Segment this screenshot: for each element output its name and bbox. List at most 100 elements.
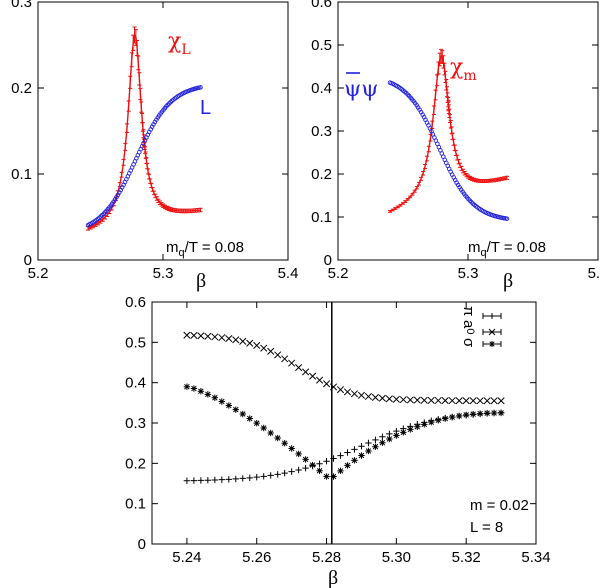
series-L xyxy=(85,85,203,228)
data-point xyxy=(351,446,358,453)
data-point xyxy=(124,123,129,133)
y-tick-label: 0 xyxy=(24,252,32,269)
data-point xyxy=(316,460,323,467)
data-point xyxy=(218,334,226,342)
y-tick-label: 0.2 xyxy=(125,455,146,472)
data-point xyxy=(371,393,379,402)
data-point xyxy=(121,158,126,166)
data-point xyxy=(343,388,352,396)
data-point xyxy=(225,335,233,343)
series-χm xyxy=(388,48,509,213)
series-ψψ xyxy=(387,80,510,221)
x-tick-label: 5.24 xyxy=(172,549,201,566)
data-point xyxy=(426,145,431,153)
data-point xyxy=(119,171,124,178)
data-point xyxy=(462,397,470,405)
data-point xyxy=(364,392,372,401)
series-line xyxy=(389,54,508,213)
data-point xyxy=(427,396,435,404)
data-point xyxy=(442,415,449,422)
x-tick-label: 5.26 xyxy=(242,549,271,566)
data-point xyxy=(253,341,261,349)
data-point xyxy=(183,383,191,390)
data-point xyxy=(421,421,428,428)
data-point xyxy=(504,216,510,221)
data-point xyxy=(274,471,281,478)
data-point xyxy=(197,332,205,340)
data-point xyxy=(197,388,205,395)
data-point xyxy=(218,398,226,405)
data-point xyxy=(239,410,246,418)
data-point xyxy=(433,89,438,101)
data-point xyxy=(232,475,239,483)
data-point xyxy=(253,473,260,481)
data-point xyxy=(350,390,359,398)
data-point xyxy=(469,410,477,418)
x-axis-label: β xyxy=(503,270,513,292)
data-point xyxy=(140,112,145,124)
data-point xyxy=(123,142,128,151)
y-tick-label: 0.3 xyxy=(125,415,146,432)
data-point xyxy=(246,339,254,347)
data-point xyxy=(379,433,386,440)
y-tick-label: 0 xyxy=(138,536,146,553)
data-point xyxy=(483,397,491,405)
data-point xyxy=(183,331,191,339)
data-point xyxy=(448,114,453,123)
y-tick-label: 0.3 xyxy=(311,123,332,140)
data-point xyxy=(309,372,317,380)
data-point xyxy=(129,52,134,68)
data-point xyxy=(497,409,505,417)
data-point xyxy=(204,391,212,398)
data-point xyxy=(260,424,267,432)
data-point xyxy=(322,380,331,388)
data-point xyxy=(316,467,323,474)
data-point xyxy=(281,440,288,447)
data-point xyxy=(337,452,344,459)
data-point xyxy=(239,475,246,482)
data-point xyxy=(148,178,153,184)
annotation-mass: m = 0.02 xyxy=(470,497,529,514)
data-point xyxy=(420,396,428,404)
data-point xyxy=(378,394,386,402)
data-point xyxy=(128,75,133,89)
data-point xyxy=(462,411,470,419)
mass-annotation-rest: /T = 0.08 xyxy=(487,239,546,256)
data-point xyxy=(260,344,268,352)
y-ticks: 0 0.1 0.2 0.3 xyxy=(11,0,288,269)
data-point xyxy=(451,138,456,146)
data-point xyxy=(499,176,504,181)
x-axis-label: β xyxy=(196,270,206,292)
data-point xyxy=(490,397,498,405)
data-point xyxy=(490,409,498,417)
y-ticks: 0 0.1 0.2 0.3 0.4 0.5 0.6 xyxy=(125,294,536,553)
legend-label-sigma: σ xyxy=(460,338,477,348)
data-point xyxy=(145,162,150,170)
legend-marker xyxy=(482,328,502,336)
data-point xyxy=(117,182,122,188)
data-point xyxy=(288,445,295,452)
data-point xyxy=(476,397,484,405)
series-line xyxy=(87,32,201,230)
data-point xyxy=(407,426,414,433)
data-point xyxy=(385,395,393,403)
data-point xyxy=(358,442,365,450)
data-point xyxy=(505,175,509,180)
x-ticks: 5.24 5.26 5.28 5.30 5.32 5.34 xyxy=(172,302,551,566)
data-point xyxy=(386,435,393,443)
data-point xyxy=(410,192,415,196)
mass-annotation-rest: /T = 0.08 xyxy=(185,239,244,256)
data-point xyxy=(403,200,408,203)
data-point xyxy=(476,410,484,417)
series-label-chi-m-sub: m xyxy=(463,68,476,84)
data-point xyxy=(421,171,426,176)
data-point xyxy=(430,120,435,129)
data-point xyxy=(295,450,302,458)
series-label-psibar-psi: ψψ xyxy=(344,77,379,102)
x-ticks: 5.2 5.3 5.4 xyxy=(328,2,600,282)
data-point xyxy=(447,108,452,119)
data-point xyxy=(288,359,296,367)
mass-annotation-main: m xyxy=(166,239,179,256)
y-tick-label: 0.2 xyxy=(11,80,32,97)
data-point xyxy=(431,105,436,116)
